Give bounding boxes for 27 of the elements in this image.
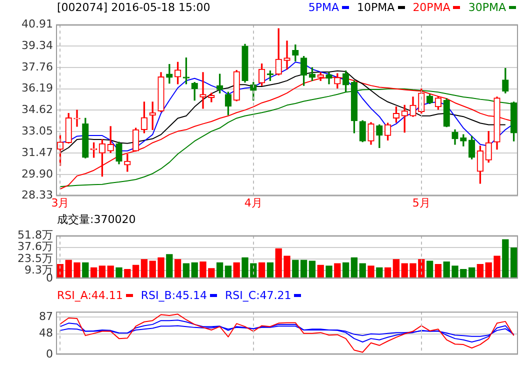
x-tick-label: 5月 <box>412 196 430 210</box>
y-tick-label: 36.19 <box>22 82 53 95</box>
chart-title: [002074] 2016-05-18 15:00 <box>57 1 210 14</box>
y-tick-label: 23.5万 <box>18 252 53 265</box>
y-tick-label: 28.33 <box>22 188 53 202</box>
y-tick-label: 34.62 <box>22 103 53 116</box>
y-tick-label: 0 <box>46 347 53 360</box>
y-tick-label: 33.05 <box>22 124 53 138</box>
x-tick-label: 3月 <box>51 196 70 210</box>
y-tick-label: 48 <box>39 326 53 340</box>
x-tick-label: 4月 <box>244 196 262 210</box>
legend-label: 20PMA <box>412 1 450 14</box>
y-tick-label: 31.47 <box>22 146 53 159</box>
y-tick-label: 37.76 <box>22 60 53 74</box>
y-tick-label: 39.34 <box>22 38 53 52</box>
y-tick-label: 87 <box>39 310 53 324</box>
chart-title: 成交量:370020 <box>57 212 136 226</box>
y-tick-label: 29.90 <box>22 167 53 180</box>
y-tick-label: 40.91 <box>22 17 53 30</box>
legend-label: 10PMA <box>357 1 395 14</box>
y-tick-label: 37.6万 <box>18 240 53 254</box>
y-tick-label: 51.8万 <box>18 228 53 242</box>
legend-label: RSI_A:44.11 <box>57 288 123 302</box>
legend-label: 30PMA <box>468 1 506 14</box>
legend-label: RSI_C:47.21 <box>225 288 292 302</box>
legend-label: RSI_B:45.14 <box>140 288 208 302</box>
legend-label: 5PMA <box>308 1 340 14</box>
